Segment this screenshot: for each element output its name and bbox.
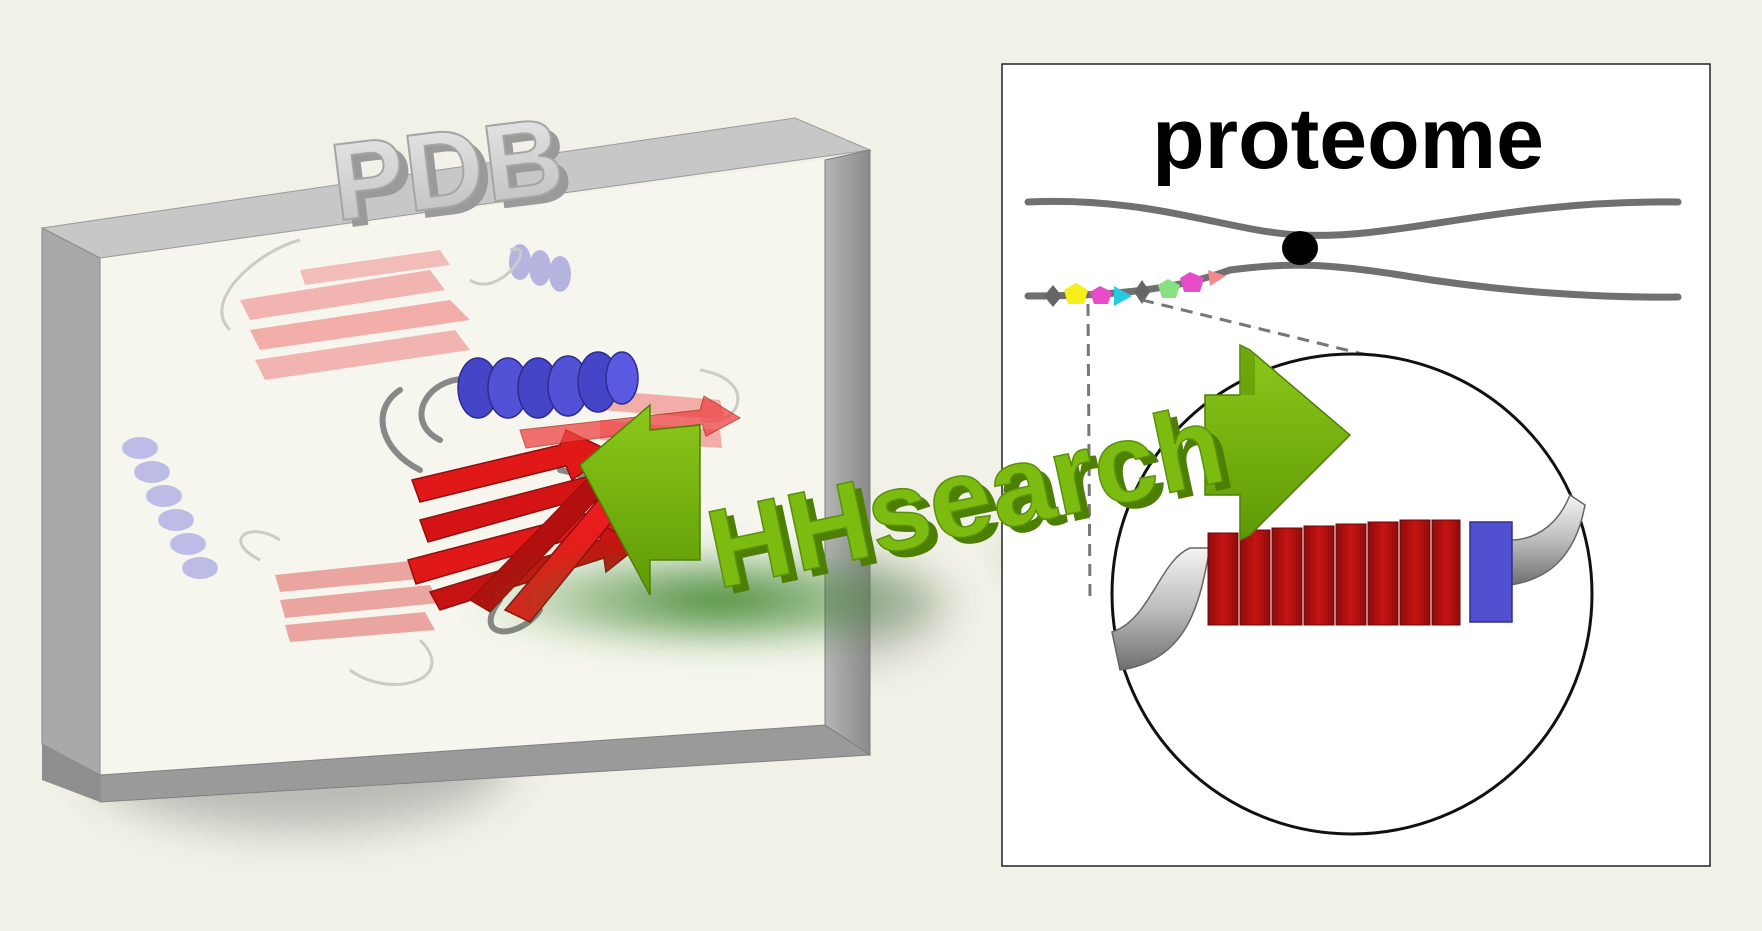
zoom-line-right [1141, 298, 1421, 370]
arrow-glow [470, 545, 970, 655]
proteome-title: proteome [1152, 91, 1544, 187]
domain-blue-block [1469, 521, 1513, 623]
helix-faded-top [509, 244, 571, 292]
centromere [1282, 231, 1318, 265]
domain-bar-icon [1207, 519, 1513, 626]
helix-icon [457, 351, 639, 419]
pdb-panel: PDB PDB [40, 93, 940, 830]
pdb-title: PDB PDB [323, 93, 579, 251]
arrow-left-head [579, 403, 701, 596]
pdb-title-text: PDB [324, 94, 570, 244]
backbone-tube [1111, 493, 1586, 671]
gene-markers [1044, 270, 1226, 307]
pdb-title-depth: PDB [333, 101, 579, 251]
helix-faded-left [122, 437, 218, 579]
zoom-line-left [1086, 303, 1092, 601]
